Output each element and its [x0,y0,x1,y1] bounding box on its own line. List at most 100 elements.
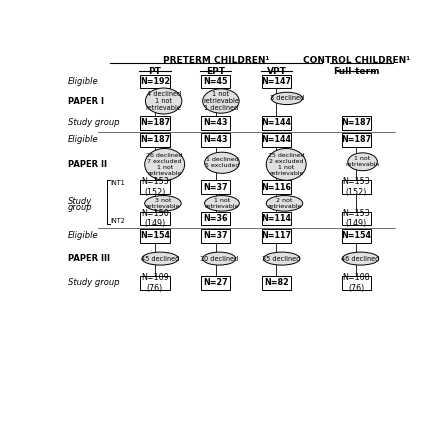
Ellipse shape [202,252,236,265]
FancyBboxPatch shape [201,180,230,194]
Text: Full-term: Full-term [333,67,379,76]
FancyBboxPatch shape [140,276,170,290]
Text: Study: Study [68,197,92,206]
Text: 1 not
retrievable: 1 not retrievable [345,157,380,167]
Ellipse shape [205,152,239,173]
Text: N=144: N=144 [262,135,292,144]
Text: N=187: N=187 [140,118,170,127]
Ellipse shape [271,92,302,105]
Text: 10 declined: 10 declined [200,256,238,262]
Text: N=187: N=187 [341,118,371,127]
FancyBboxPatch shape [262,180,291,194]
Text: N=36: N=36 [203,214,228,223]
Ellipse shape [263,252,300,265]
Text: EPT: EPT [206,67,225,76]
Text: N=27: N=27 [203,279,228,287]
FancyBboxPatch shape [341,212,371,225]
FancyBboxPatch shape [341,276,371,290]
Text: INT1: INT1 [111,180,125,186]
Text: Study group: Study group [68,279,120,287]
Text: group: group [68,203,93,211]
Text: 1 declined
5 excluded: 1 declined 5 excluded [205,157,239,168]
FancyBboxPatch shape [201,229,230,243]
Ellipse shape [205,195,239,211]
Text: N=147: N=147 [262,77,292,86]
Text: PRETERM CHILDREN¹: PRETERM CHILDREN¹ [163,57,269,65]
Ellipse shape [202,89,239,113]
FancyBboxPatch shape [140,75,170,88]
Text: PAPER I: PAPER I [68,97,104,106]
Ellipse shape [342,252,379,265]
Text: N=82: N=82 [264,279,289,287]
Text: Study group: Study group [68,118,120,127]
Text: 3 not
retrievable: 3 not retrievable [146,198,180,209]
Text: N=43: N=43 [203,118,228,127]
Text: N=144: N=144 [262,118,292,127]
Ellipse shape [145,195,181,211]
Text: N=187: N=187 [341,135,371,144]
Text: 45 declined: 45 declined [141,256,179,262]
Text: INT2: INT2 [111,218,125,224]
Text: 3 declined: 3 declined [270,95,304,101]
Text: N=154: N=154 [140,231,170,241]
FancyBboxPatch shape [341,133,371,147]
Text: N=114: N=114 [262,214,292,223]
Text: 1 not
retrievable: 1 not retrievable [205,198,239,209]
FancyBboxPatch shape [262,75,291,88]
FancyBboxPatch shape [140,180,170,194]
Text: 25 declined
2 excluded
1 not
retrievable: 25 declined 2 excluded 1 not retrievable [268,153,305,176]
FancyBboxPatch shape [140,116,170,130]
Text: N=37: N=37 [203,231,228,241]
FancyBboxPatch shape [262,116,291,130]
Text: PAPER III: PAPER III [68,254,110,263]
FancyBboxPatch shape [140,212,170,225]
Text: Eligible: Eligible [68,231,99,241]
Text: N=109
(76): N=109 (76) [141,273,169,293]
Text: N=116: N=116 [262,183,292,192]
FancyBboxPatch shape [262,212,291,225]
FancyBboxPatch shape [201,212,230,225]
FancyBboxPatch shape [140,133,170,147]
FancyBboxPatch shape [341,180,371,194]
FancyBboxPatch shape [341,229,371,243]
Text: N=153
(152): N=153 (152) [342,177,370,197]
Text: 35 declined: 35 declined [263,256,301,262]
Text: N=45: N=45 [203,77,228,86]
FancyBboxPatch shape [262,229,291,243]
Ellipse shape [348,153,377,171]
FancyBboxPatch shape [201,276,230,290]
Text: CONTROL CHILDREN¹: CONTROL CHILDREN¹ [303,57,410,65]
Text: N=117: N=117 [262,231,292,241]
Text: N=153
(152): N=153 (152) [141,177,169,197]
Text: 46 declined: 46 declined [341,256,380,262]
FancyBboxPatch shape [201,75,230,88]
FancyBboxPatch shape [201,133,230,147]
Text: N=187: N=187 [140,135,170,144]
FancyBboxPatch shape [201,116,230,130]
FancyBboxPatch shape [341,116,371,130]
Text: 2 not
retrievable: 2 not retrievable [267,198,302,209]
Text: N=43: N=43 [203,135,228,144]
Text: PT: PT [149,67,161,76]
FancyBboxPatch shape [262,276,291,290]
Ellipse shape [146,88,182,114]
Text: 1 not
retrievable
1 declined: 1 not retrievable 1 declined [203,91,239,111]
Text: N=154: N=154 [341,231,371,241]
Text: PAPER II: PAPER II [68,160,107,169]
FancyBboxPatch shape [262,133,291,147]
Ellipse shape [142,252,178,265]
Ellipse shape [266,195,303,211]
Text: VPT: VPT [267,67,286,76]
Text: N=108
(76): N=108 (76) [343,273,370,293]
Ellipse shape [266,149,306,180]
Text: N=153
(149): N=153 (149) [342,209,370,228]
Text: Eligible: Eligible [68,77,99,86]
Text: Eligible: Eligible [68,135,99,144]
Text: N=192: N=192 [140,77,170,86]
Text: N=37: N=37 [203,183,228,192]
Text: 4 declined
1 not
retrievable: 4 declined 1 not retrievable [146,91,181,111]
Ellipse shape [145,149,185,180]
Text: N=150
(149): N=150 (149) [141,209,169,228]
Text: 26 declined
7 excluded
1 not
retrievable: 26 declined 7 excluded 1 not retrievable [146,153,183,176]
FancyBboxPatch shape [140,229,170,243]
